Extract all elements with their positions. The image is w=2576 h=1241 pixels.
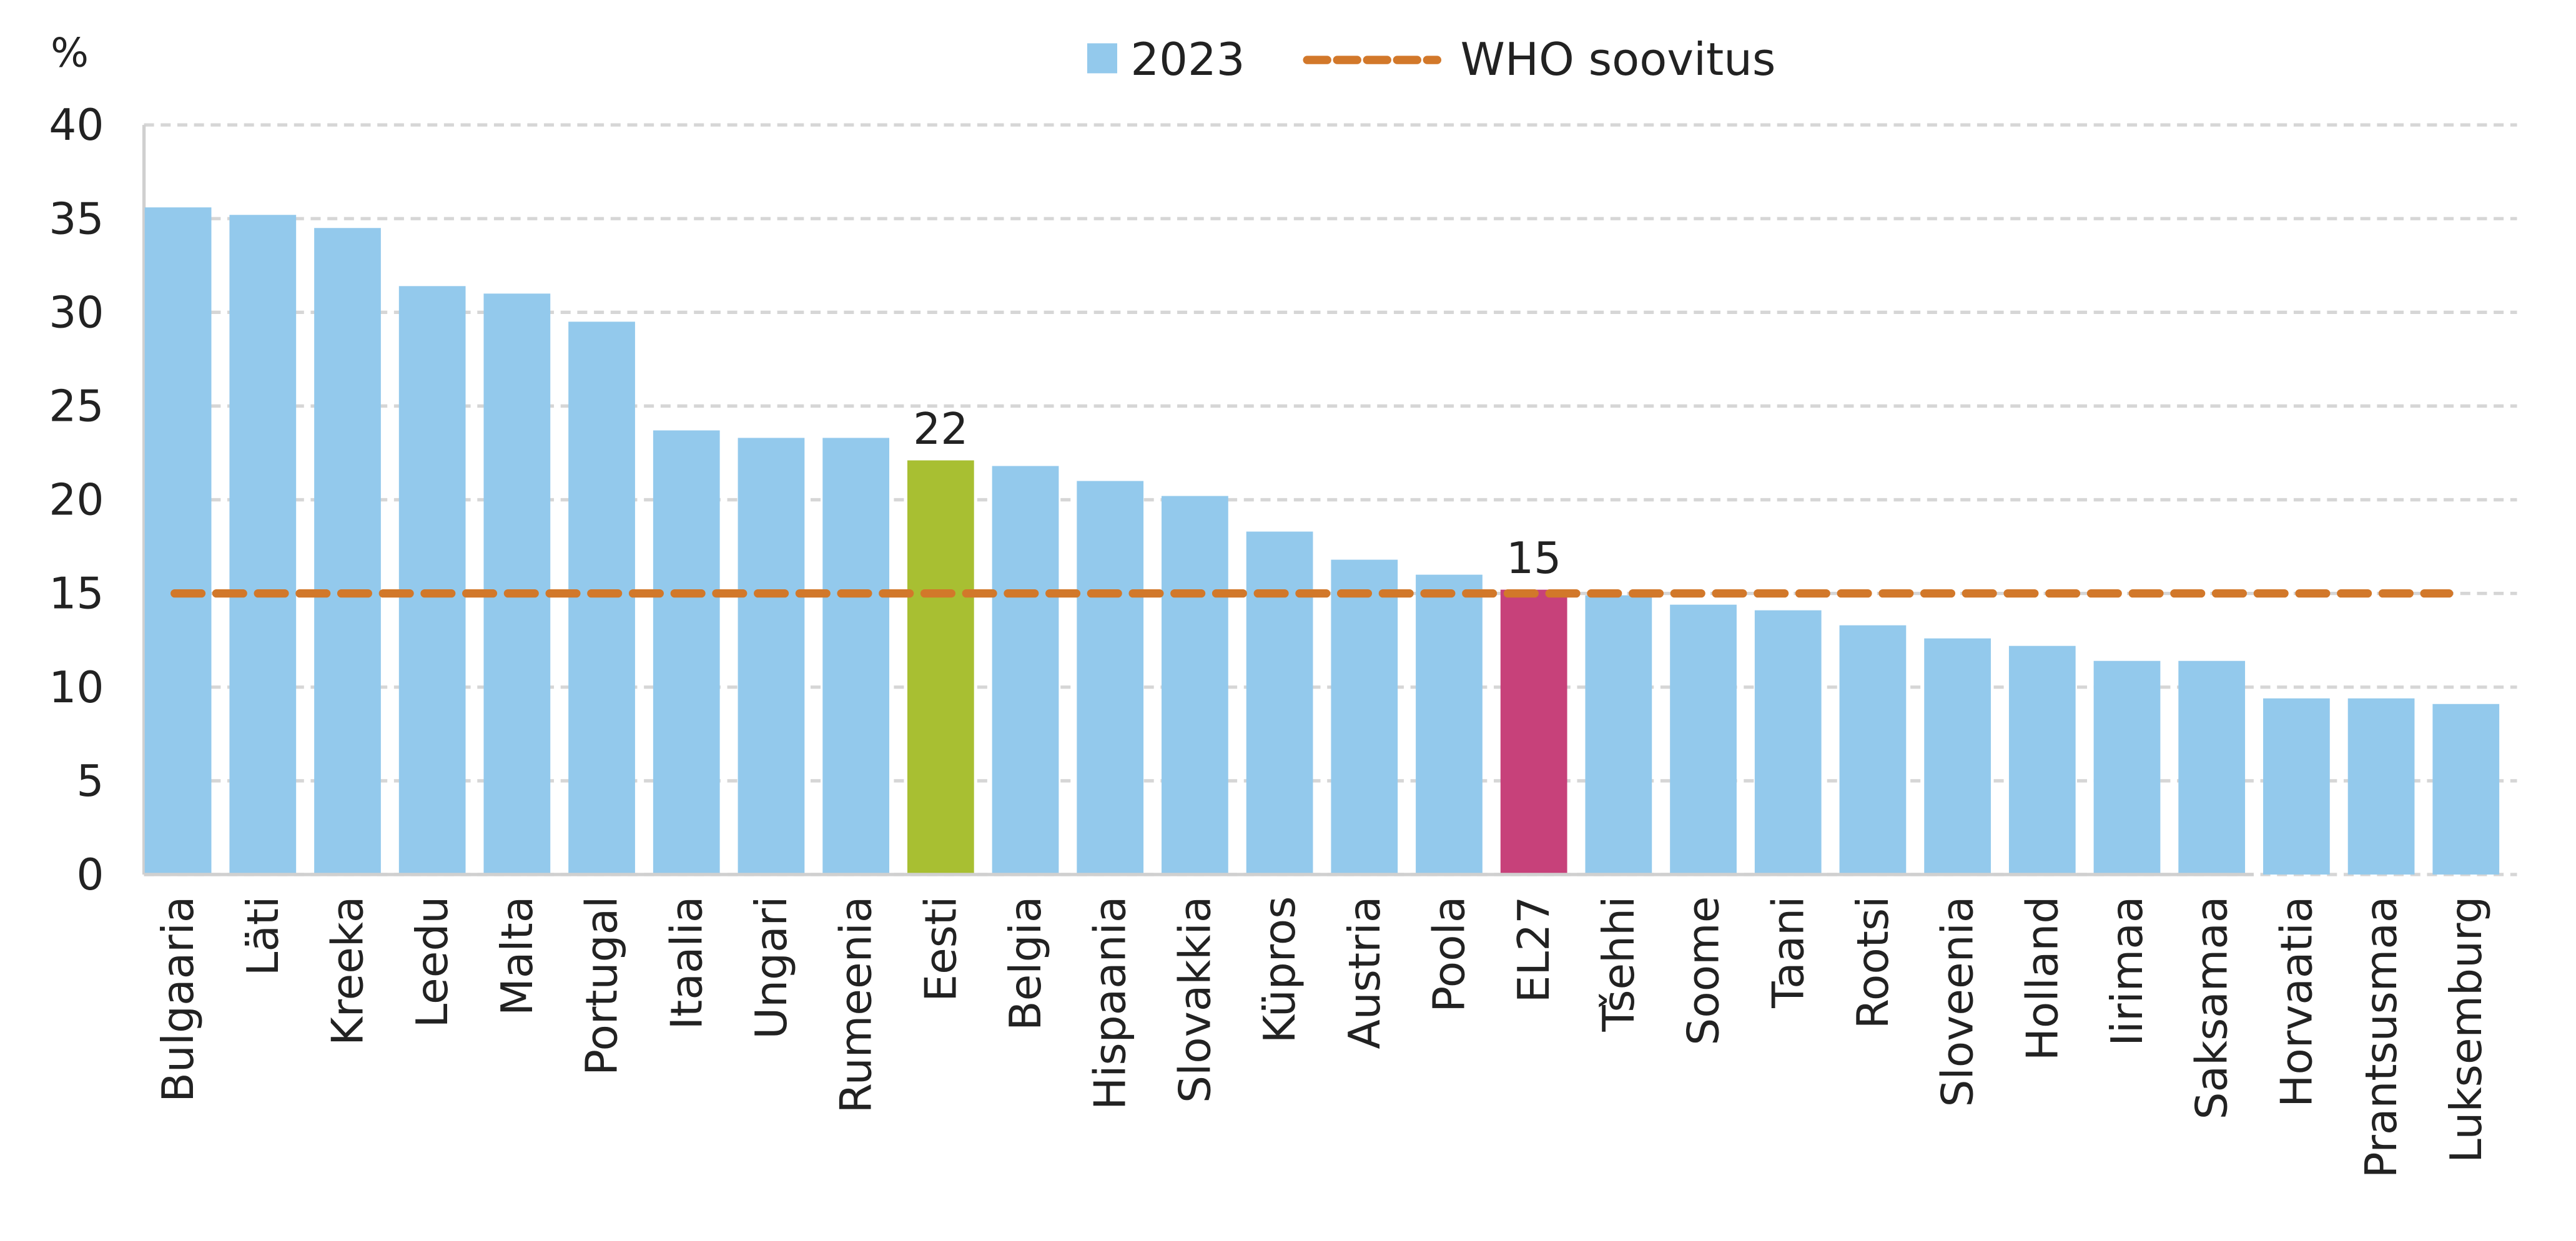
x-tick-label: Hispaania [1086, 896, 1136, 1110]
x-tick-label: Iirimaa [2103, 896, 2153, 1046]
x-tick-label: Läti [239, 896, 289, 976]
x-tick-label: Itaalia [662, 896, 712, 1030]
x-tick-label: Prantsusmaa [2357, 896, 2407, 1179]
x-tick-label: EL27 [1509, 896, 1559, 1003]
x-tick-label: Slovakkia [1170, 896, 1220, 1103]
y-tick-label: 10 [49, 663, 104, 713]
x-tick-label: Taani [1764, 896, 1814, 1009]
y-tick-label: 35 [49, 194, 104, 244]
bar [2093, 660, 2161, 875]
x-tick-label: Luksemburg [2442, 896, 2492, 1163]
legend-swatch [1087, 43, 1117, 74]
y-tick-label: 30 [49, 288, 104, 338]
x-tick-label: Soome [1679, 896, 1729, 1046]
x-tick-label: Rootsi [1848, 896, 1898, 1029]
bar [822, 438, 890, 875]
x-tick-label: Holland [2018, 896, 2068, 1061]
bar [144, 207, 212, 875]
bar [229, 215, 297, 875]
y-tick-label: 0 [76, 850, 104, 900]
bar [2432, 704, 2500, 875]
bar [1416, 574, 1483, 875]
y-tick-label: 40 [49, 101, 104, 150]
bar [1077, 481, 1144, 875]
x-tick-label: Belgia [1001, 896, 1051, 1031]
bar [907, 460, 974, 875]
x-tick-label: Sloveenia [1933, 896, 1983, 1107]
bar [1585, 595, 1652, 875]
bar [1500, 589, 1567, 875]
bar [1754, 610, 1822, 875]
bar [1670, 604, 1737, 875]
x-tick-label: Malta [493, 896, 543, 1016]
bar [1924, 638, 1991, 875]
x-tick-label: Rumeenia [832, 896, 882, 1114]
bar [2347, 698, 2415, 875]
x-tick-label: Saksamaa [2188, 896, 2238, 1120]
bar [314, 228, 381, 875]
x-tick-label: Portugal [578, 896, 628, 1076]
bar [2178, 660, 2246, 875]
data-label: 15 [1506, 534, 1561, 584]
x-tick-label: Horvaatia [2272, 896, 2322, 1107]
bar [398, 286, 466, 875]
x-tick-label: Eesti [916, 896, 966, 1002]
x-tick-label: Tšehhi [1594, 896, 1644, 1033]
bar [1162, 496, 1228, 875]
y-tick-label: 20 [49, 476, 104, 526]
bar [1839, 625, 1907, 875]
x-tick-label: Ungari [747, 896, 797, 1039]
x-tick-label: Austria [1340, 896, 1390, 1049]
bar [2263, 698, 2330, 875]
bar [653, 430, 720, 875]
x-tick-label: Kreeka [323, 896, 373, 1046]
y-tick-label: 25 [49, 381, 104, 431]
bar [992, 466, 1059, 875]
bar [2008, 645, 2076, 875]
bar [1331, 559, 1398, 875]
y-axis-label: % [51, 31, 89, 77]
bar [568, 321, 635, 875]
legend-label: WHO soovitus [1461, 33, 1776, 86]
x-tick-label: Leedu [408, 896, 458, 1028]
bar [483, 293, 551, 875]
y-tick-label: 15 [49, 569, 104, 619]
y-tick-label: 5 [76, 757, 104, 807]
x-tick-label: Küpros [1255, 896, 1305, 1044]
x-tick-label: Poola [1424, 896, 1474, 1013]
legend-label: 2023 [1130, 33, 1245, 86]
data-label: 22 [913, 405, 968, 454]
x-tick-label: Bulgaaria [154, 896, 204, 1102]
bar [1246, 531, 1313, 875]
bar [738, 438, 805, 875]
